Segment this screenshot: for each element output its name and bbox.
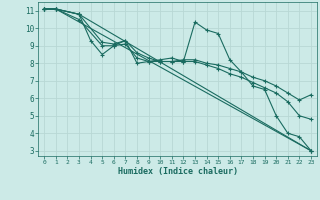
X-axis label: Humidex (Indice chaleur): Humidex (Indice chaleur) <box>118 167 238 176</box>
